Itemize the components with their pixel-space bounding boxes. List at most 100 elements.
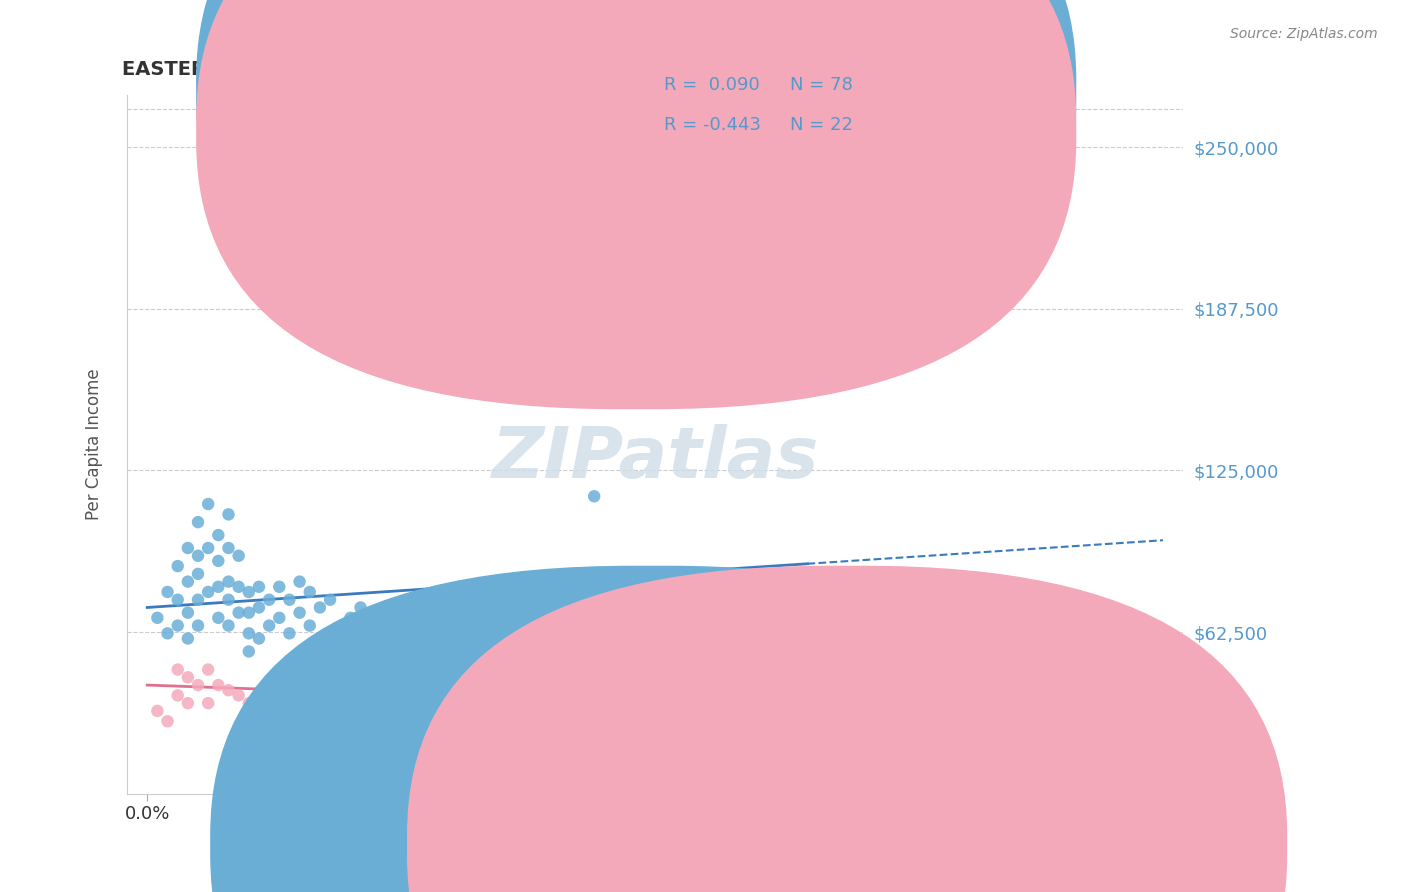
- Point: [349, 600, 371, 615]
- Point: [207, 611, 229, 625]
- Point: [309, 600, 332, 615]
- Point: [257, 704, 280, 718]
- Point: [187, 592, 209, 607]
- Point: [370, 632, 392, 646]
- Point: [471, 244, 494, 258]
- Point: [207, 580, 229, 594]
- Point: [1101, 704, 1123, 718]
- Point: [197, 497, 219, 511]
- Point: [319, 592, 342, 607]
- Point: [177, 670, 200, 684]
- Point: [146, 611, 169, 625]
- Point: [278, 626, 301, 640]
- Point: [492, 626, 515, 640]
- Point: [380, 606, 402, 620]
- Point: [360, 618, 382, 632]
- Point: [238, 606, 260, 620]
- Point: [278, 592, 301, 607]
- Point: [197, 696, 219, 710]
- Text: EASTERN EUROPEAN VS YUMAN PER CAPITA INCOME CORRELATION CHART: EASTERN EUROPEAN VS YUMAN PER CAPITA INC…: [122, 60, 939, 78]
- Text: N = 22: N = 22: [790, 116, 853, 134]
- Point: [187, 549, 209, 563]
- Point: [247, 580, 270, 594]
- Point: [156, 585, 179, 599]
- Point: [156, 714, 179, 729]
- Text: R =  0.090: R = 0.090: [664, 76, 759, 94]
- Point: [288, 606, 311, 620]
- Point: [411, 626, 433, 640]
- Point: [187, 618, 209, 632]
- Point: [644, 714, 666, 729]
- Point: [228, 580, 250, 594]
- Point: [166, 618, 188, 632]
- Point: [543, 704, 565, 718]
- Text: ZIPatlas: ZIPatlas: [492, 424, 818, 493]
- Point: [197, 663, 219, 677]
- Point: [420, 644, 443, 658]
- Point: [187, 515, 209, 529]
- Point: [218, 592, 240, 607]
- Point: [562, 626, 585, 640]
- Point: [218, 574, 240, 589]
- Text: Source: ZipAtlas.com: Source: ZipAtlas.com: [1230, 27, 1378, 41]
- Point: [257, 618, 280, 632]
- Point: [207, 554, 229, 568]
- Point: [166, 663, 188, 677]
- Point: [846, 637, 869, 651]
- Point: [461, 618, 484, 632]
- Point: [228, 689, 250, 703]
- Point: [228, 606, 250, 620]
- Point: [156, 626, 179, 640]
- Point: [166, 689, 188, 703]
- Point: [288, 574, 311, 589]
- Point: [177, 606, 200, 620]
- Text: Eastern Europeans: Eastern Europeans: [678, 837, 834, 855]
- Point: [238, 696, 260, 710]
- Point: [218, 683, 240, 698]
- Point: [329, 626, 352, 640]
- Point: [796, 632, 818, 646]
- Point: [613, 632, 636, 646]
- Text: Yuman: Yuman: [875, 837, 931, 855]
- Point: [644, 618, 666, 632]
- Point: [177, 632, 200, 646]
- Point: [389, 696, 412, 710]
- Point: [197, 541, 219, 555]
- Point: [187, 678, 209, 692]
- Point: [339, 714, 361, 729]
- Point: [543, 606, 565, 620]
- Point: [339, 611, 361, 625]
- Point: [207, 528, 229, 542]
- Point: [440, 611, 463, 625]
- Point: [298, 585, 321, 599]
- Point: [898, 626, 921, 640]
- Point: [177, 541, 200, 555]
- Y-axis label: Per Capita Income: Per Capita Income: [86, 368, 103, 520]
- Point: [269, 611, 291, 625]
- Point: [166, 592, 188, 607]
- Point: [218, 508, 240, 522]
- Text: R = -0.443: R = -0.443: [664, 116, 761, 134]
- Point: [238, 626, 260, 640]
- Point: [218, 541, 240, 555]
- Point: [401, 637, 423, 651]
- Point: [298, 618, 321, 632]
- Point: [238, 585, 260, 599]
- Point: [197, 585, 219, 599]
- Point: [502, 611, 524, 625]
- Point: [522, 592, 544, 607]
- Point: [440, 722, 463, 736]
- Point: [228, 549, 250, 563]
- Point: [207, 678, 229, 692]
- Point: [949, 632, 972, 646]
- Point: [583, 489, 606, 503]
- Point: [187, 566, 209, 581]
- Point: [247, 600, 270, 615]
- Point: [745, 644, 768, 658]
- Point: [695, 626, 717, 640]
- Point: [177, 696, 200, 710]
- Point: [247, 632, 270, 646]
- Point: [309, 632, 332, 646]
- Point: [146, 704, 169, 718]
- Point: [218, 618, 240, 632]
